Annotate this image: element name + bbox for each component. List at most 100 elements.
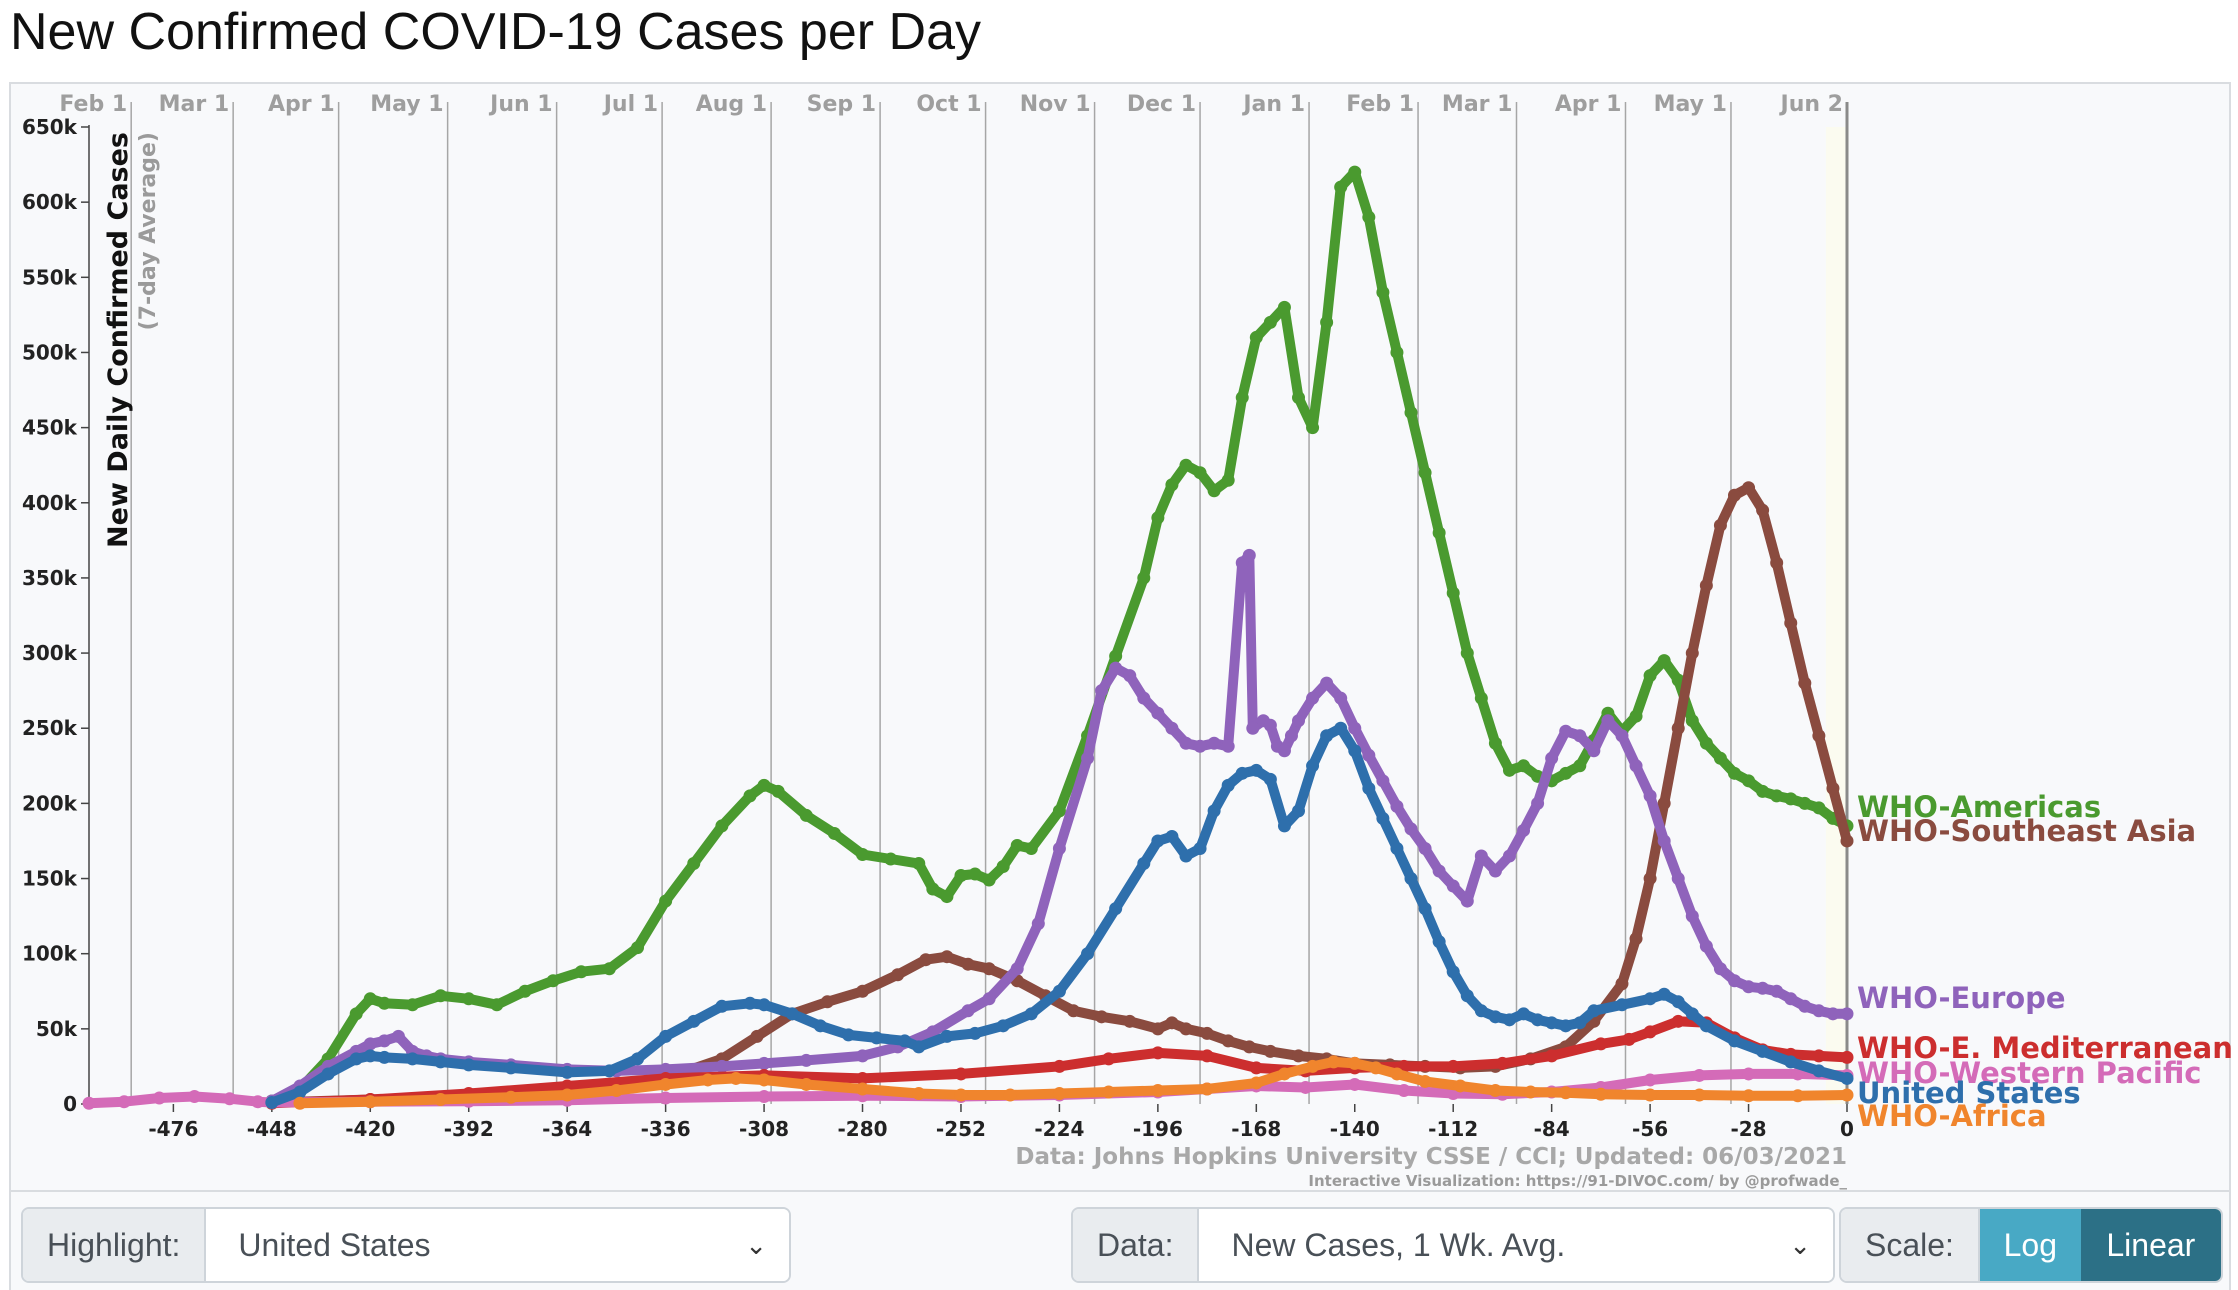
data-point [1081, 751, 1095, 765]
data-point [757, 778, 771, 792]
data-point [405, 1052, 419, 1066]
data-point [1095, 684, 1109, 698]
data-point [1348, 1077, 1362, 1091]
data-point [462, 1058, 476, 1072]
data-point [1798, 676, 1812, 690]
month-label: Sep 1 [807, 92, 876, 117]
data-point [434, 1055, 448, 1069]
data-point [602, 962, 616, 976]
month-label: Jun 2 [1779, 92, 1843, 117]
data-point [1559, 1086, 1573, 1100]
data-point [982, 873, 996, 887]
data-point [1756, 1044, 1770, 1058]
data-point [1348, 165, 1362, 179]
controls-bar: Highlight: United States ⌄ Data: New Cas… [9, 1192, 2231, 1290]
data-point [1376, 774, 1390, 788]
scale-linear-button[interactable]: Linear [2080, 1209, 2221, 1281]
data-point [82, 1096, 96, 1110]
data-point [1390, 799, 1404, 813]
data-point [1327, 1055, 1341, 1069]
data-point [1594, 1037, 1608, 1051]
data-point [1495, 1056, 1509, 1070]
data-point [912, 1040, 926, 1054]
data-point [1207, 736, 1221, 750]
data-point [799, 1053, 813, 1067]
x-tick-label: -252 [936, 1117, 986, 1141]
data-select[interactable]: New Cases, 1 Wk. Avg. ⌄ [1199, 1209, 1833, 1281]
data-point [1376, 285, 1390, 299]
data-point [687, 857, 701, 871]
data-point [856, 1049, 870, 1063]
data-point [434, 989, 448, 1003]
data-point [1277, 1067, 1291, 1081]
data-point [940, 950, 954, 964]
data-point [926, 882, 940, 896]
data-point [1207, 484, 1221, 498]
data-point [1102, 1085, 1116, 1099]
data-point [1615, 729, 1629, 743]
data-point [1756, 981, 1770, 995]
data-point [996, 1019, 1010, 1033]
data-point [954, 869, 968, 883]
data-point [1629, 759, 1643, 773]
data-source-note: Data: Johns Hopkins University CSSE / CC… [1015, 1144, 1847, 1170]
data-point [1200, 1082, 1214, 1096]
data-point [1334, 691, 1348, 705]
data-point [363, 1049, 377, 1063]
data-point [884, 852, 898, 866]
x-tick-label: -280 [837, 1117, 887, 1141]
month-label: Jan 1 [1241, 92, 1305, 117]
data-point [1432, 864, 1446, 878]
data-point [1446, 879, 1460, 893]
scale-log-button[interactable]: Log [1979, 1209, 2081, 1281]
data-point [1460, 894, 1474, 908]
data-point [1151, 1083, 1165, 1097]
data-point [1812, 729, 1826, 743]
data-point [982, 992, 996, 1006]
data-point [919, 953, 933, 967]
y-axis-subtitle: (7-day Average) [136, 132, 161, 330]
data-point [377, 996, 391, 1010]
data-point [1246, 721, 1260, 735]
data-point [1643, 669, 1657, 683]
data-point [1671, 995, 1685, 1009]
data-point [1263, 315, 1277, 329]
data-point [1151, 511, 1165, 525]
data-point [1615, 977, 1629, 991]
series-end-label: United States [1857, 1076, 2081, 1110]
data-point [1812, 1049, 1826, 1063]
data-point [841, 1028, 855, 1042]
data-point [1517, 823, 1531, 837]
series-group [265, 721, 1854, 1109]
data-point [117, 1095, 131, 1109]
data-point [518, 984, 532, 998]
data-point [1362, 781, 1376, 795]
data-point [1643, 1073, 1657, 1087]
y-tick-label: 150k [22, 867, 78, 891]
month-label: Dec 1 [1127, 92, 1196, 117]
x-tick-label: -308 [739, 1117, 789, 1141]
data-point [1249, 330, 1263, 344]
x-tick-label: -196 [1133, 1117, 1183, 1141]
data-point [1657, 796, 1671, 810]
data-point [187, 1089, 201, 1103]
data-point [1502, 849, 1516, 863]
data-point [1081, 947, 1095, 961]
data-point [1643, 789, 1657, 803]
data-point [1404, 872, 1418, 886]
data-point [1474, 849, 1488, 863]
data-point [1362, 748, 1376, 762]
data-point [1369, 1061, 1383, 1075]
data-point [1320, 315, 1334, 329]
data-point [1643, 1088, 1657, 1102]
highlight-control: Highlight: United States ⌄ [21, 1207, 791, 1283]
x-tick-label: -448 [247, 1117, 297, 1141]
data-point [1242, 548, 1256, 562]
highlight-select[interactable]: United States ⌄ [206, 1209, 789, 1281]
data-point [961, 1004, 975, 1018]
data-point [1545, 1016, 1559, 1030]
data-point [1432, 526, 1446, 540]
data-point [968, 867, 982, 881]
data-point [1840, 1088, 1854, 1102]
data-point [1418, 1074, 1432, 1088]
